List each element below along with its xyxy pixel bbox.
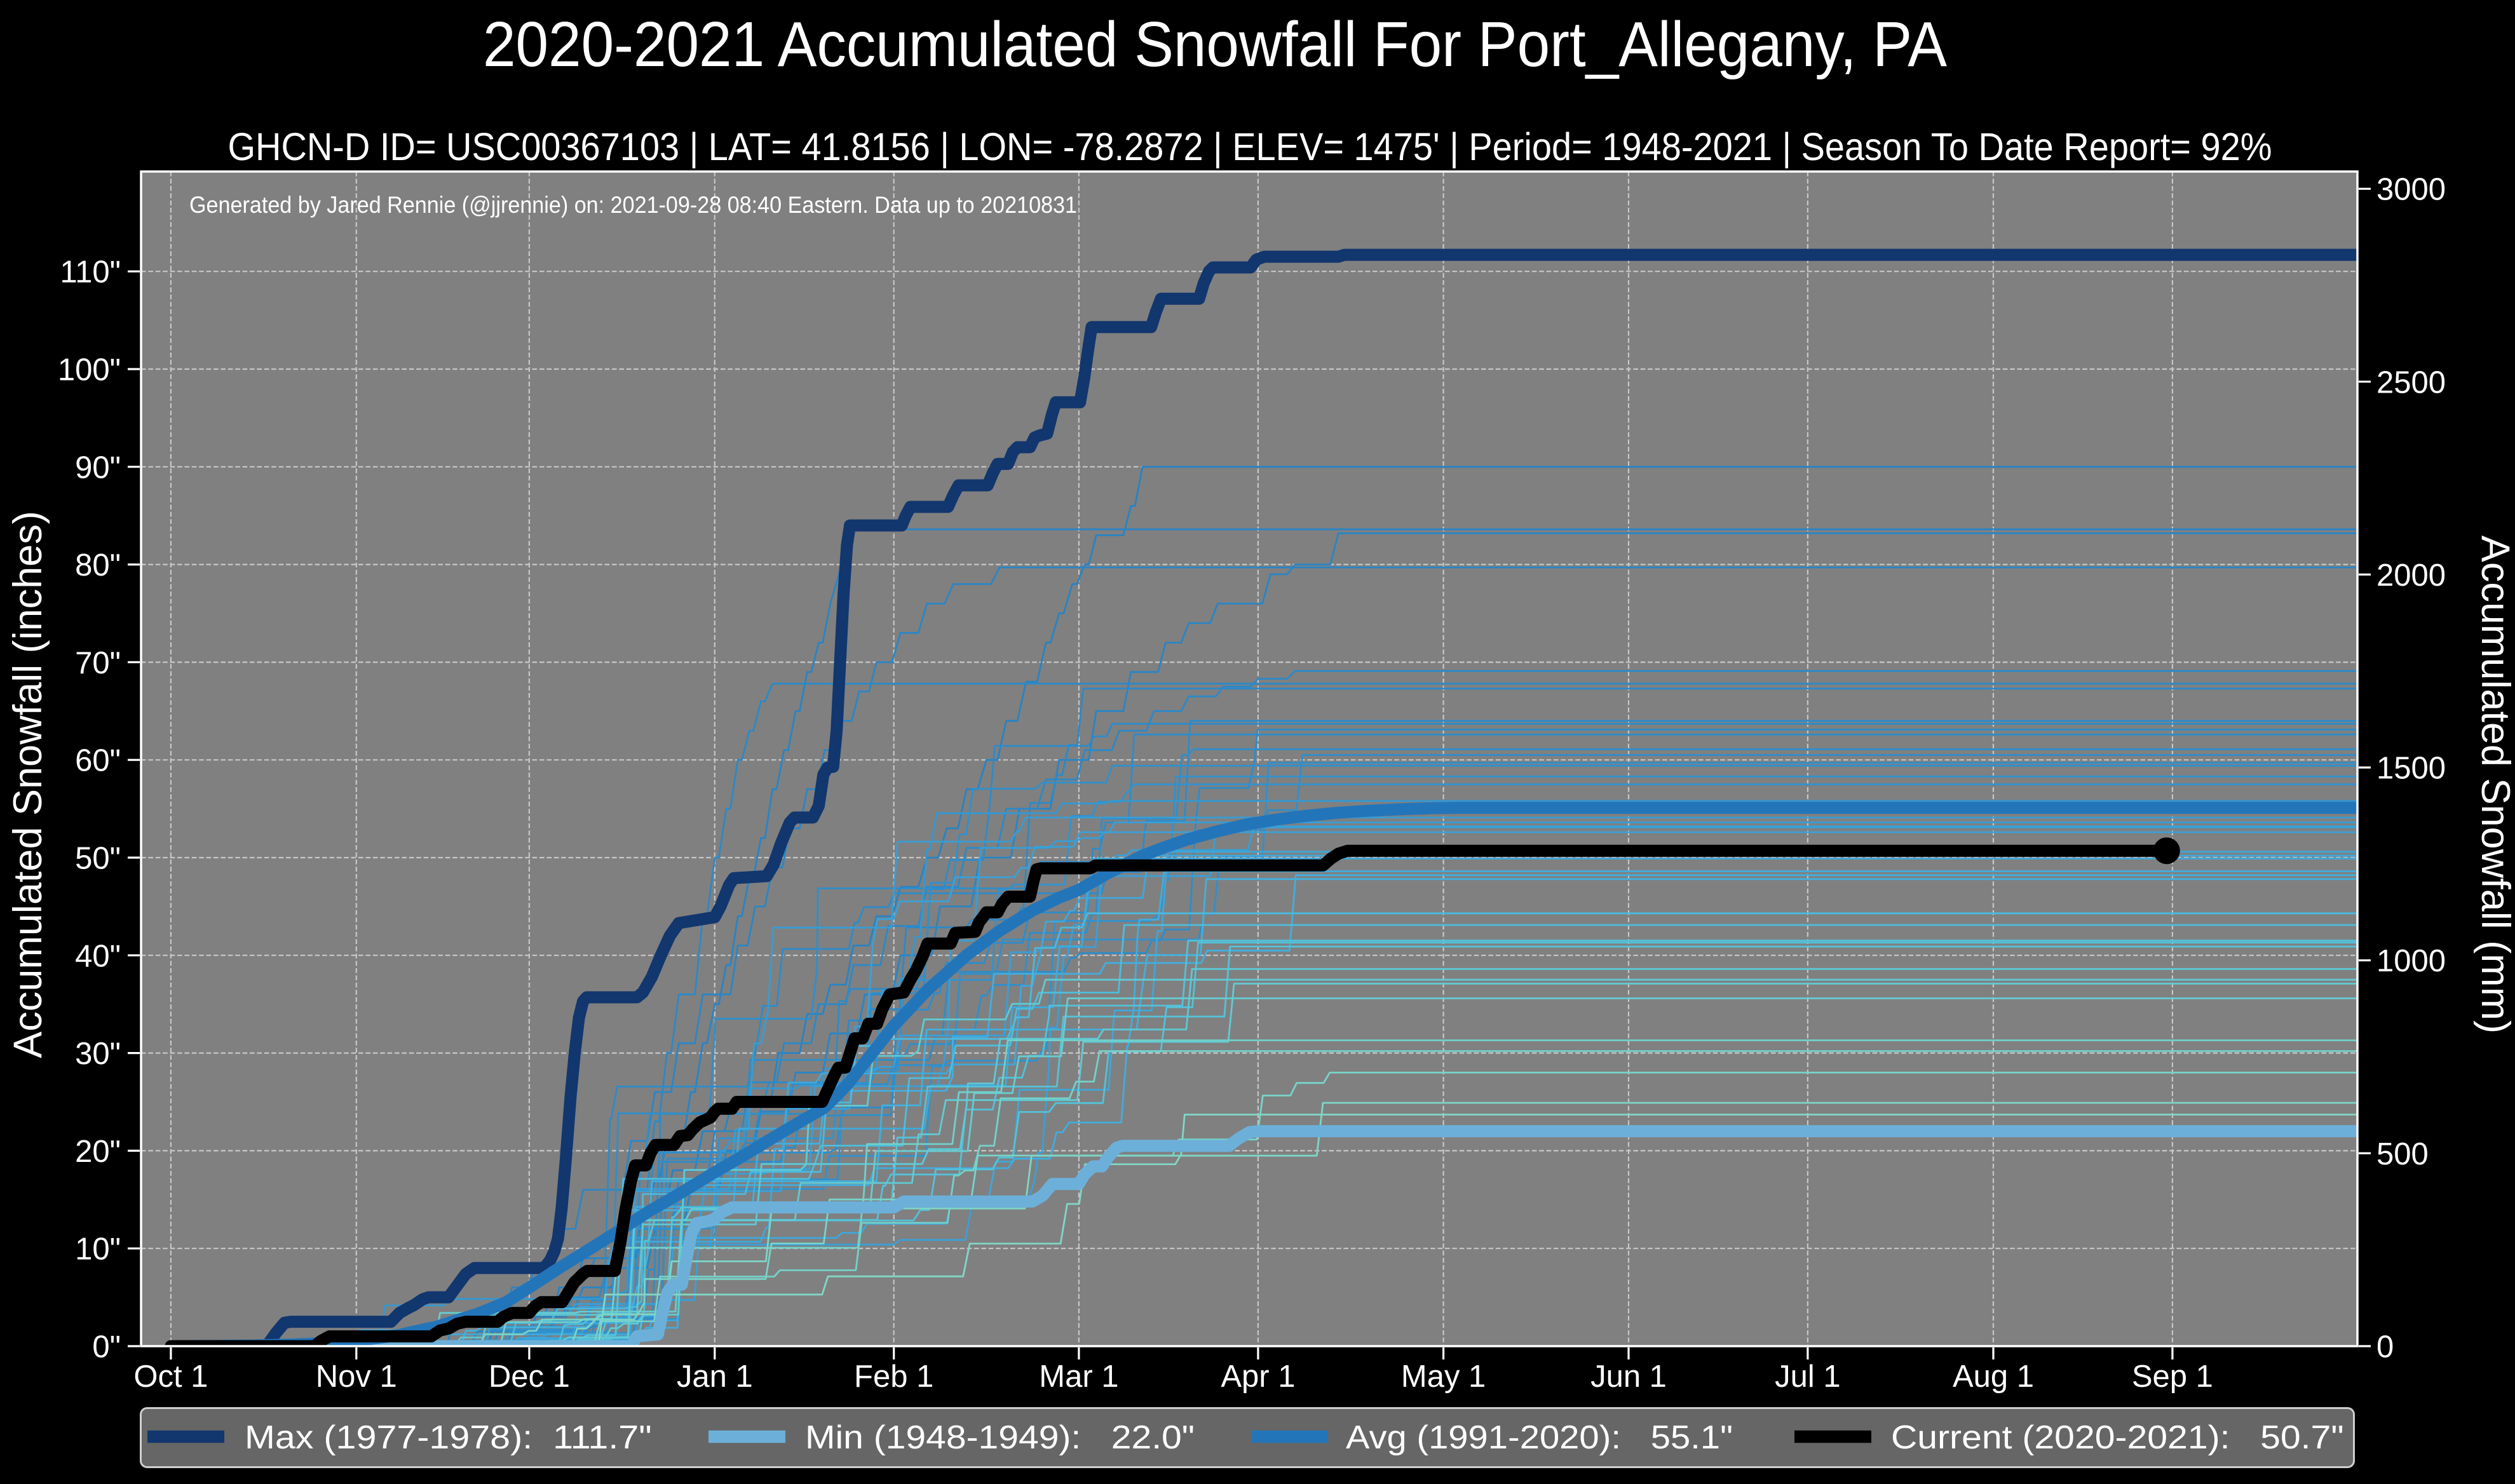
svg-text:Apr 1: Apr 1	[1221, 1359, 1295, 1394]
svg-text:Max (1977-1978): 111.7": Max (1977-1978): 111.7"	[245, 1419, 652, 1456]
svg-text:Jan 1: Jan 1	[677, 1359, 753, 1394]
svg-text:1500: 1500	[2376, 752, 2446, 786]
svg-text:60": 60"	[75, 744, 121, 778]
svg-text:2000: 2000	[2376, 558, 2446, 593]
svg-text:0: 0	[2376, 1330, 2394, 1365]
svg-text:Mar 1: Mar 1	[1039, 1359, 1118, 1394]
svg-text:500: 500	[2376, 1137, 2429, 1171]
svg-text:90": 90"	[75, 450, 121, 485]
svg-text:Generated by Jared Rennie (@jj: Generated by Jared Rennie (@jjrennie) on…	[189, 192, 1077, 218]
svg-text:Jun 1: Jun 1	[1590, 1359, 1667, 1394]
svg-text:Current (2020-2021): 50.7": Current (2020-2021): 50.7"	[1891, 1419, 2344, 1456]
svg-text:3000: 3000	[2376, 173, 2446, 207]
svg-text:0": 0"	[92, 1330, 121, 1365]
svg-text:100": 100"	[58, 353, 121, 388]
svg-text:1000: 1000	[2376, 944, 2446, 978]
svg-text:Nov 1: Nov 1	[316, 1359, 397, 1394]
svg-text:Accumulated Snowfall (mm): Accumulated Snowfall (mm)	[2473, 536, 2515, 1034]
svg-text:Oct 1: Oct 1	[133, 1359, 208, 1394]
svg-text:10": 10"	[75, 1232, 121, 1267]
svg-text:Aug 1: Aug 1	[1953, 1359, 2034, 1394]
svg-text:Avg (1991-2020): 55.1": Avg (1991-2020): 55.1"	[1346, 1419, 1733, 1456]
svg-text:Sep 1: Sep 1	[2132, 1359, 2213, 1394]
svg-text:80": 80"	[75, 548, 121, 583]
svg-text:May 1: May 1	[1401, 1359, 1486, 1394]
svg-text:2020-2021 Accumulated Snowfall: 2020-2021 Accumulated Snowfall For Port_…	[483, 9, 1947, 80]
svg-text:110": 110"	[60, 255, 121, 290]
svg-text:30": 30"	[75, 1037, 121, 1071]
svg-text:Dec 1: Dec 1	[489, 1359, 570, 1394]
svg-text:20": 20"	[75, 1135, 121, 1169]
svg-text:70": 70"	[75, 646, 121, 680]
svg-text:2500: 2500	[2376, 365, 2446, 400]
svg-text:Min (1948-1949): 22.0": Min (1948-1949): 22.0"	[805, 1419, 1195, 1456]
svg-text:40": 40"	[75, 939, 121, 973]
svg-text:Feb 1: Feb 1	[854, 1359, 933, 1394]
svg-text:GHCN-D ID= USC00367103 | LAT=: GHCN-D ID= USC00367103 | LAT= 41.8156 | …	[228, 125, 2272, 168]
svg-text:Accumulated Snowfall (inches): Accumulated Snowfall (inches)	[6, 511, 50, 1058]
svg-text:Jul 1: Jul 1	[1775, 1359, 1841, 1394]
svg-text:50": 50"	[75, 842, 121, 876]
